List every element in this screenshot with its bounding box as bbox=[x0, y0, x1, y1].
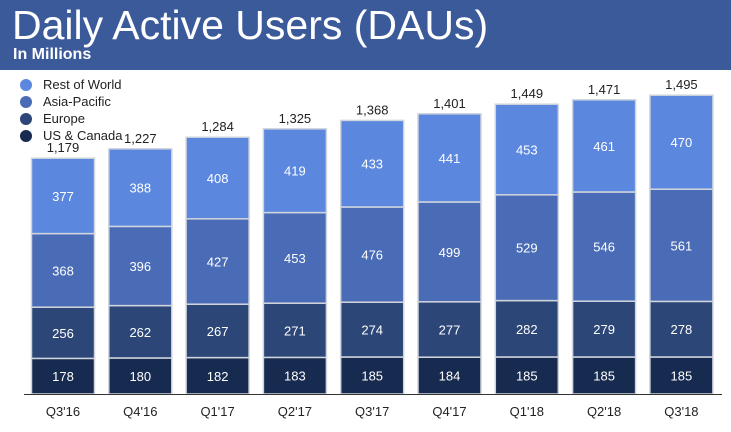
legend-label: US & Canada bbox=[43, 128, 123, 143]
data-label: 185 bbox=[671, 369, 693, 384]
x-tick-label: Q2'17 bbox=[278, 404, 312, 419]
total-label: 1,284 bbox=[201, 119, 234, 134]
bar-segment-europe bbox=[494, 299, 560, 358]
bar-segment-europe bbox=[262, 302, 328, 359]
bar-segment-rest-of-world bbox=[30, 157, 96, 235]
data-label: 185 bbox=[593, 369, 615, 384]
data-label: 499 bbox=[439, 245, 461, 260]
x-tick-label: Q3'17 bbox=[355, 404, 389, 419]
data-label: 271 bbox=[284, 323, 306, 338]
data-label: 368 bbox=[52, 263, 74, 278]
legend-label: Europe bbox=[43, 111, 85, 126]
total-label: 1,471 bbox=[588, 82, 621, 97]
x-tick-label: Q3'16 bbox=[46, 404, 80, 419]
data-label: 433 bbox=[361, 157, 383, 172]
data-label: 561 bbox=[671, 238, 693, 253]
total-label: 1,449 bbox=[511, 86, 544, 101]
legend-dot-icon bbox=[20, 129, 32, 142]
legend-dot-icon bbox=[20, 95, 32, 108]
bar-segment-asia-pacific bbox=[108, 225, 173, 307]
total-label: 1,495 bbox=[665, 77, 698, 92]
bar-segment-asia-pacific bbox=[571, 191, 637, 302]
legend-item-europe: Europe bbox=[20, 110, 123, 127]
data-label: 184 bbox=[439, 369, 461, 384]
bar-segment-rest-of-world bbox=[571, 99, 637, 193]
data-label: 185 bbox=[516, 369, 538, 384]
header-band: Daily Active Users (DAUs) In Millions bbox=[0, 0, 731, 70]
bar-segment-rest-of-world bbox=[262, 128, 328, 214]
data-label: 388 bbox=[129, 181, 151, 196]
bar-segment-europe bbox=[30, 306, 96, 360]
x-tick-label: Q1'18 bbox=[510, 404, 544, 419]
x-tick-label: Q2'18 bbox=[587, 404, 621, 419]
total-label: 1,179 bbox=[47, 140, 80, 155]
legend: Rest of World Asia-Pacific Europe US & C… bbox=[20, 76, 123, 144]
data-label: 453 bbox=[516, 143, 538, 158]
data-label: 453 bbox=[284, 251, 306, 266]
bar-segment-us-canada bbox=[339, 356, 405, 395]
data-label: 282 bbox=[516, 322, 538, 337]
bar-segment-rest-of-world bbox=[339, 119, 405, 208]
data-label: 476 bbox=[361, 248, 383, 263]
bar-segment-europe bbox=[417, 301, 482, 358]
legend-item-asia-pacific: Asia-Pacific bbox=[20, 93, 123, 110]
bar-segment-rest-of-world bbox=[108, 148, 173, 228]
bar-segment-asia-pacific bbox=[262, 211, 328, 304]
data-label: 256 bbox=[52, 326, 74, 341]
data-label: 178 bbox=[52, 369, 74, 384]
total-label: 1,227 bbox=[124, 131, 157, 146]
data-label: 277 bbox=[439, 323, 461, 338]
bar-segment-europe bbox=[108, 304, 173, 359]
bar-segment-europe bbox=[185, 303, 250, 359]
x-tick-label: Q4'16 bbox=[123, 404, 157, 419]
data-label: 427 bbox=[207, 255, 229, 270]
data-label: 396 bbox=[129, 259, 151, 274]
legend-label: Rest of World bbox=[43, 77, 122, 92]
data-label: 183 bbox=[284, 369, 306, 384]
data-label: 546 bbox=[593, 240, 615, 255]
bar-segment-rest-of-world bbox=[649, 94, 714, 190]
bar-segment-asia-pacific bbox=[494, 194, 560, 302]
data-label: 267 bbox=[207, 324, 229, 339]
bar-segment-asia-pacific bbox=[649, 188, 714, 303]
legend-dot-icon bbox=[20, 78, 32, 91]
x-tick-label: Q3'18 bbox=[664, 404, 698, 419]
bar-segment-us-canada bbox=[649, 356, 714, 395]
legend-item-rest-of-world: Rest of World bbox=[20, 76, 123, 93]
bar-segment-rest-of-world bbox=[494, 103, 560, 196]
data-label: 470 bbox=[671, 135, 693, 150]
data-label: 279 bbox=[593, 322, 615, 337]
bar-segment-europe bbox=[649, 300, 714, 358]
data-label: 377 bbox=[52, 189, 74, 204]
data-label: 441 bbox=[439, 151, 461, 166]
data-label: 461 bbox=[593, 139, 615, 154]
legend-dot-icon bbox=[20, 112, 32, 125]
data-label: 408 bbox=[207, 171, 229, 186]
total-label: 1,368 bbox=[356, 102, 389, 117]
total-label: 1,401 bbox=[433, 96, 466, 111]
bar-segment-europe bbox=[339, 301, 405, 358]
bar-segment-rest-of-world bbox=[185, 136, 250, 220]
data-label: 278 bbox=[671, 322, 693, 337]
data-label: 419 bbox=[284, 164, 306, 179]
data-label: 180 bbox=[129, 369, 151, 384]
data-label: 274 bbox=[361, 323, 383, 338]
page-subtitle: In Millions bbox=[13, 46, 92, 63]
legend-item-us-canada: US & Canada bbox=[20, 127, 123, 144]
bar-segment-us-canada bbox=[108, 357, 173, 395]
page-title: Daily Active Users (DAUs) bbox=[12, 2, 489, 48]
data-label: 182 bbox=[207, 369, 229, 384]
bar-segment-rest-of-world bbox=[417, 113, 482, 203]
bar-segment-europe bbox=[571, 300, 637, 358]
x-tick-label: Q1'17 bbox=[200, 404, 234, 419]
bar-segment-asia-pacific bbox=[417, 201, 482, 303]
total-label: 1,325 bbox=[279, 111, 312, 126]
data-label: 529 bbox=[516, 241, 538, 256]
x-tick-label: Q4'17 bbox=[432, 404, 466, 419]
data-label: 185 bbox=[361, 369, 383, 384]
data-label: 262 bbox=[129, 325, 151, 340]
legend-label: Asia-Pacific bbox=[43, 94, 111, 109]
